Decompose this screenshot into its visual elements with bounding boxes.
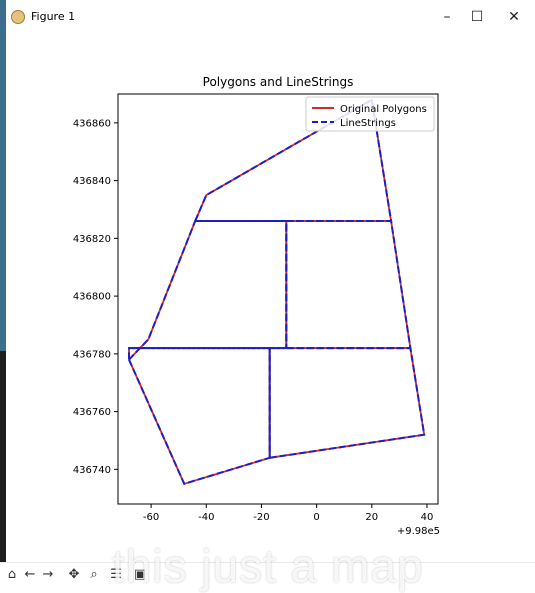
y-tick-label: 436740 [73,465,111,476]
x-tick-label: 20 [365,512,378,523]
matplotlib-app-icon [11,10,25,24]
linestring-3 [129,221,286,360]
x-tick-label: -40 [198,512,214,523]
figure-canvas-area: Polygons and LineStrings -60 -40 -20 0 20 40 +9… [6,34,535,562]
y-tick-label: 436840 [73,176,111,187]
linestring-2 [270,348,425,458]
chart-title: Polygons and LineStrings [203,75,354,89]
home-icon[interactable]: ⌂ [4,566,20,582]
y-tick-label: 436760 [73,407,111,418]
maximize-button[interactable]: ☐ [460,6,494,28]
x-tick-label: -20 [253,512,269,523]
linestring-1 [129,348,270,484]
polygon-outline-4 [286,221,410,348]
linestring-4 [286,221,410,348]
chart-svg: Polygons and LineStrings -60 -40 -20 0 20 40 +9… [6,34,535,562]
forward-icon[interactable]: → [40,566,56,582]
window-title: Figure 1 [31,10,75,23]
legend-label: LineStrings [340,118,396,129]
window-titlebar[interactable]: Figure 1 – ☐ ✕ [6,0,535,34]
back-icon[interactable]: ← [22,566,38,582]
x-tick-label: 0 [313,512,319,523]
zoom-icon[interactable]: ⌕ [86,566,102,582]
close-button[interactable]: ✕ [497,6,531,28]
x-tick-label: 40 [421,512,434,523]
y-tick-label: 436860 [73,118,111,129]
pan-icon[interactable]: ✥ [66,566,82,582]
y-tick-label: 436780 [73,349,111,360]
y-tick-label: 436820 [73,234,111,245]
polygon-outline-2 [270,348,425,458]
y-tick-label: 436800 [73,292,111,303]
polygon-outline-3 [129,221,286,360]
legend-label: Original Polygons [340,104,427,115]
x-tick-label: -60 [143,512,159,523]
x-offset-label: +9.98e5 [397,526,440,537]
minimize-button[interactable]: – [430,6,464,28]
